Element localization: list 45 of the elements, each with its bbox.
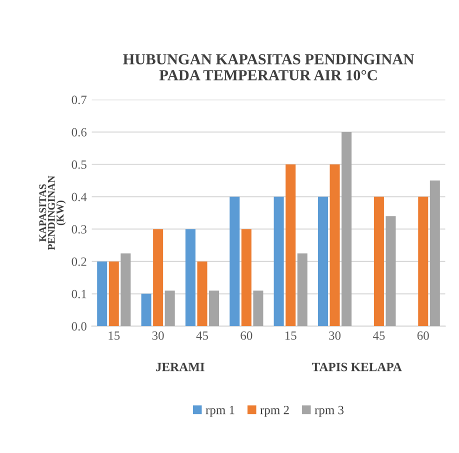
bar: [108, 261, 119, 326]
bar: [286, 164, 296, 326]
legend-label: rpm 1: [206, 406, 234, 417]
x-tick-label: 15: [108, 331, 120, 340]
bar: [297, 253, 308, 326]
bar: [342, 132, 352, 326]
bar: [197, 261, 208, 326]
bar: [209, 290, 220, 326]
x-tick-label: 30: [329, 331, 341, 340]
bar: [120, 253, 131, 326]
chart-title: HUBUNGAN KAPASITAS PENDINGINAN PADA TEMPERATUR AIR 10°C: [123, 54, 414, 80]
text: JERAMI: [156, 362, 204, 372]
bar: [185, 229, 196, 326]
x-tick-label: 45: [196, 331, 208, 340]
y-tick-label: 0.4: [72, 192, 87, 202]
bar: [274, 196, 284, 326]
legend-label: rpm 3: [314, 406, 344, 417]
bar: [386, 216, 396, 326]
x-tick-label: 60: [240, 331, 252, 340]
bar: [374, 196, 384, 326]
x-tick-label: 45: [372, 331, 385, 340]
bar: [253, 290, 264, 326]
bar: [97, 261, 108, 326]
x-tick-label: 15: [285, 331, 296, 340]
y-tick-label: 0.3: [72, 225, 86, 234]
bar: [430, 180, 440, 326]
bar: [141, 294, 152, 326]
y-tick-label: 0.5: [72, 160, 86, 169]
bar: [230, 196, 240, 326]
bar: [330, 164, 340, 326]
bar: [164, 290, 175, 326]
y-tick-label: 0.7: [72, 96, 87, 104]
y-tick-label: 0.2: [72, 257, 86, 266]
y-axis-title: KAPASITAS PENDINGINAN (KW): [39, 176, 66, 250]
text: TAPIS KELAPA: [312, 362, 402, 372]
x-tick-label: 60: [417, 331, 429, 340]
y-tick-label: 0.0: [72, 322, 86, 331]
y-tick-label: 0.1: [72, 290, 86, 298]
x-tick-label: 30: [152, 331, 164, 340]
bar: [418, 196, 428, 326]
bar: [241, 229, 252, 326]
y-tick-label: 0.6: [72, 128, 87, 137]
bar: [318, 196, 328, 326]
legend-label: rpm 2: [260, 406, 289, 417]
bar: [153, 229, 164, 326]
